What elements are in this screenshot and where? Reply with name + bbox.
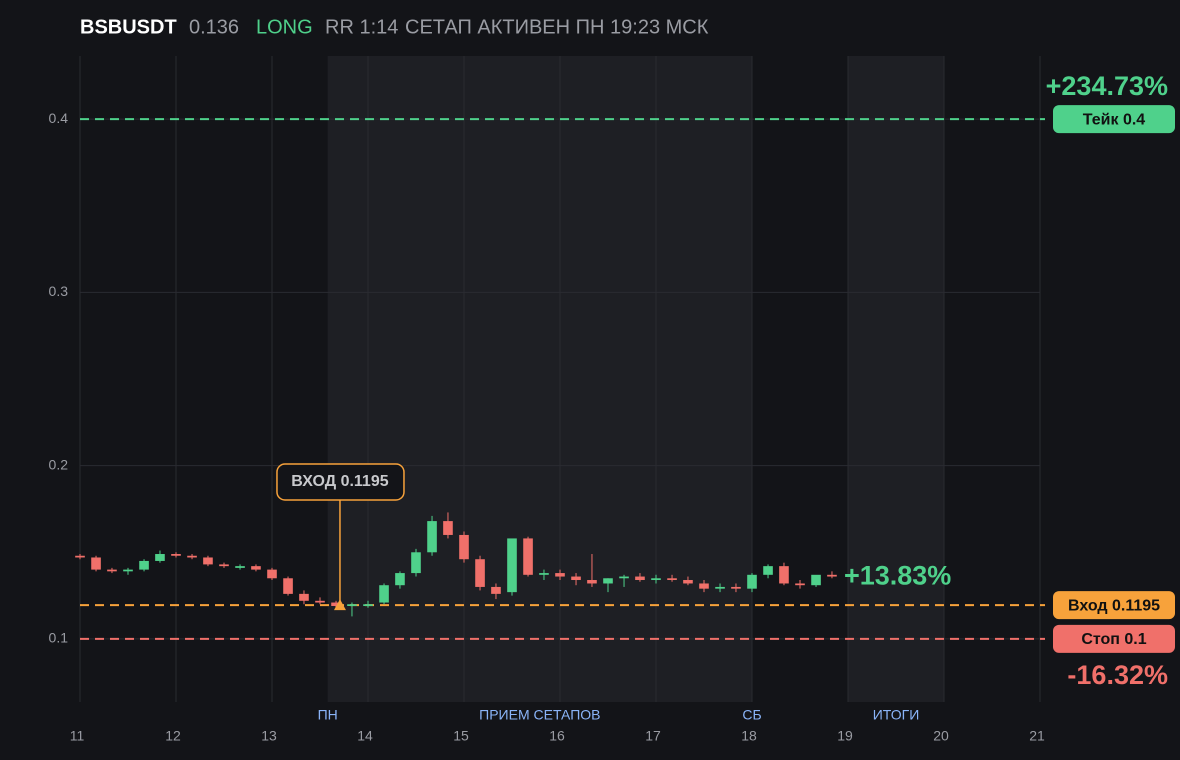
candle-body: [795, 583, 805, 586]
level-pct: -16.32%: [1067, 660, 1168, 690]
entry-box: [276, 463, 405, 501]
candle-body: [651, 578, 661, 581]
x-tick-label: 15: [453, 728, 469, 744]
candle-body: [475, 559, 485, 587]
candle-body: [187, 555, 197, 558]
candle-body: [635, 576, 645, 581]
candle-body: [347, 604, 357, 607]
candle-body: [251, 566, 261, 570]
candle-body: [811, 574, 821, 586]
y-tick-label: 0.1: [49, 630, 69, 646]
level-badge: [1053, 624, 1175, 653]
candle-body: [779, 566, 789, 584]
candle-body: [299, 593, 309, 601]
x-tick-label: 13: [261, 728, 277, 744]
candle-body: [171, 554, 181, 556]
entry-triangle: [333, 599, 346, 611]
candle-body: [763, 566, 773, 575]
x-tick-label: 16: [549, 728, 565, 744]
y-tick-label: 0.4: [49, 110, 69, 126]
candle-body: [363, 604, 373, 607]
level-badge: [1053, 591, 1175, 620]
zone-label: ИТОГИ: [873, 707, 920, 723]
level-label: Стоп 0.1: [1081, 631, 1146, 648]
candle-body: [715, 586, 725, 589]
x-tick-label: 20: [933, 728, 949, 744]
candle-body: [443, 521, 453, 535]
x-tick-label: 12: [165, 728, 181, 744]
level-label: Тейк 0.4: [1083, 111, 1146, 128]
header: BSBUSDT 0.136 LONG RR 1:14 СЕТАП АКТИВЕН…: [80, 16, 709, 38]
x-tick-label: 17: [645, 728, 661, 744]
candle-body: [459, 534, 469, 560]
candle-body: [139, 560, 149, 570]
candle-body: [491, 586, 501, 594]
marker-label: ПН: [318, 707, 338, 723]
candle-body: [699, 583, 709, 589]
candle-body: [123, 569, 133, 572]
zone: [848, 56, 944, 702]
candle-body: [571, 576, 581, 581]
side: LONG: [256, 16, 313, 38]
y-tick-label: 0.2: [49, 456, 69, 472]
candle-body: [315, 600, 325, 603]
candle-body: [203, 557, 213, 565]
current-pct: +13.83%: [844, 561, 951, 591]
candle-body: [155, 554, 165, 561]
rr: RR 1:14: [325, 16, 398, 38]
candle-body: [507, 538, 517, 593]
candle-body: [75, 555, 85, 558]
x-tick-label: 21: [1029, 728, 1045, 744]
candle-body: [619, 576, 629, 579]
candle-body: [747, 574, 757, 589]
candle-body: [235, 566, 245, 568]
status: СЕТАП АКТИВЕН ПН 19:23 МСК: [405, 16, 709, 38]
x-tick-label: 19: [837, 728, 853, 744]
candle-body: [107, 569, 117, 572]
y-tick-label: 0.3: [49, 283, 69, 299]
symbol: BSBUSDT: [80, 16, 177, 38]
level-pct: +234.73%: [1046, 71, 1168, 101]
candle-body: [683, 580, 693, 584]
candle-body: [587, 580, 597, 584]
marker-label: СБ: [742, 707, 761, 723]
candle-body: [91, 557, 101, 570]
candle-body: [731, 586, 741, 589]
candle-body: [411, 552, 421, 574]
candle-body: [523, 538, 533, 575]
level-label: Вход 0.1195: [1068, 597, 1160, 614]
x-tick-label: 14: [357, 728, 373, 744]
candle-body: [603, 578, 613, 584]
candle-body: [827, 574, 837, 577]
candle-body: [427, 521, 437, 553]
candle-body: [283, 578, 293, 594]
candle-body: [331, 602, 341, 607]
zone-label: ПРИЕМ СЕТАПОВ: [479, 707, 600, 723]
level-badge: [1053, 105, 1175, 134]
candle-body: [395, 573, 405, 586]
candle-body: [555, 573, 565, 577]
x-tick-label: 18: [741, 728, 757, 744]
candle-body: [379, 585, 389, 603]
zone: [327, 56, 752, 702]
candle-body: [267, 569, 277, 579]
price: 0.136: [189, 16, 239, 38]
candle-body: [667, 578, 677, 581]
candle-body: [219, 564, 229, 567]
candle-body: [539, 573, 549, 575]
x-tick-label: 11: [70, 728, 85, 744]
entry-label: ВХОД 0.1195: [291, 473, 388, 490]
